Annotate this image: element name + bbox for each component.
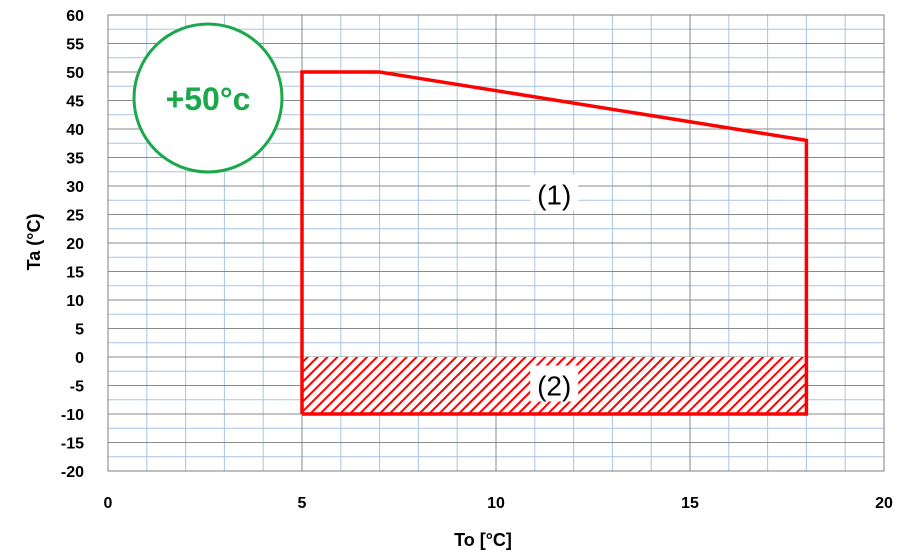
x-axis-title: To [°C] [454, 530, 512, 550]
series-line [300, 70, 809, 416]
y-tick-label: 60 [66, 8, 84, 25]
y-tick-label: 30 [66, 179, 84, 196]
x-tick-label: 15 [681, 495, 699, 512]
annotations: (1) (2) [530, 174, 579, 402]
y-tick-label: 25 [66, 208, 84, 225]
plot-frame [107, 14, 885, 472]
x-tick-label: 10 [487, 495, 505, 512]
annotation-background [530, 174, 579, 211]
y-axis-title: Ta (°C) [24, 214, 44, 271]
region-label: (1) [537, 180, 571, 211]
y-tick-label: 35 [66, 151, 84, 168]
y-tick-label: 5 [75, 322, 84, 339]
y-tick-label: -15 [61, 436, 84, 453]
x-tick-label: 0 [104, 495, 113, 512]
y-tick-label: 0 [75, 350, 84, 367]
y-tick-label: 55 [66, 37, 84, 54]
y-tick-label: 45 [66, 94, 84, 111]
y-tick-label: 15 [66, 265, 84, 282]
badge-text: +50°c [166, 81, 251, 117]
x-tick-label: 20 [875, 495, 893, 512]
x-tick-label: 5 [298, 495, 307, 512]
series [300, 70, 809, 416]
y-tick-label: -20 [61, 464, 84, 481]
badge-circle [132, 22, 284, 174]
badge: +50°c [132, 22, 284, 174]
y-tick-label: 20 [66, 236, 84, 253]
y-tick-label: 40 [66, 122, 84, 139]
region-label: (2) [537, 371, 571, 402]
y-tick-label: 50 [66, 65, 84, 82]
y-tick-label: 10 [66, 293, 84, 310]
y-tick-label: -10 [61, 407, 84, 424]
annotation-background [530, 365, 579, 402]
y-tick-label: -5 [70, 379, 84, 396]
x-tick-labels: 0 5 10 15 20 [104, 495, 893, 512]
axes [107, 14, 885, 472]
